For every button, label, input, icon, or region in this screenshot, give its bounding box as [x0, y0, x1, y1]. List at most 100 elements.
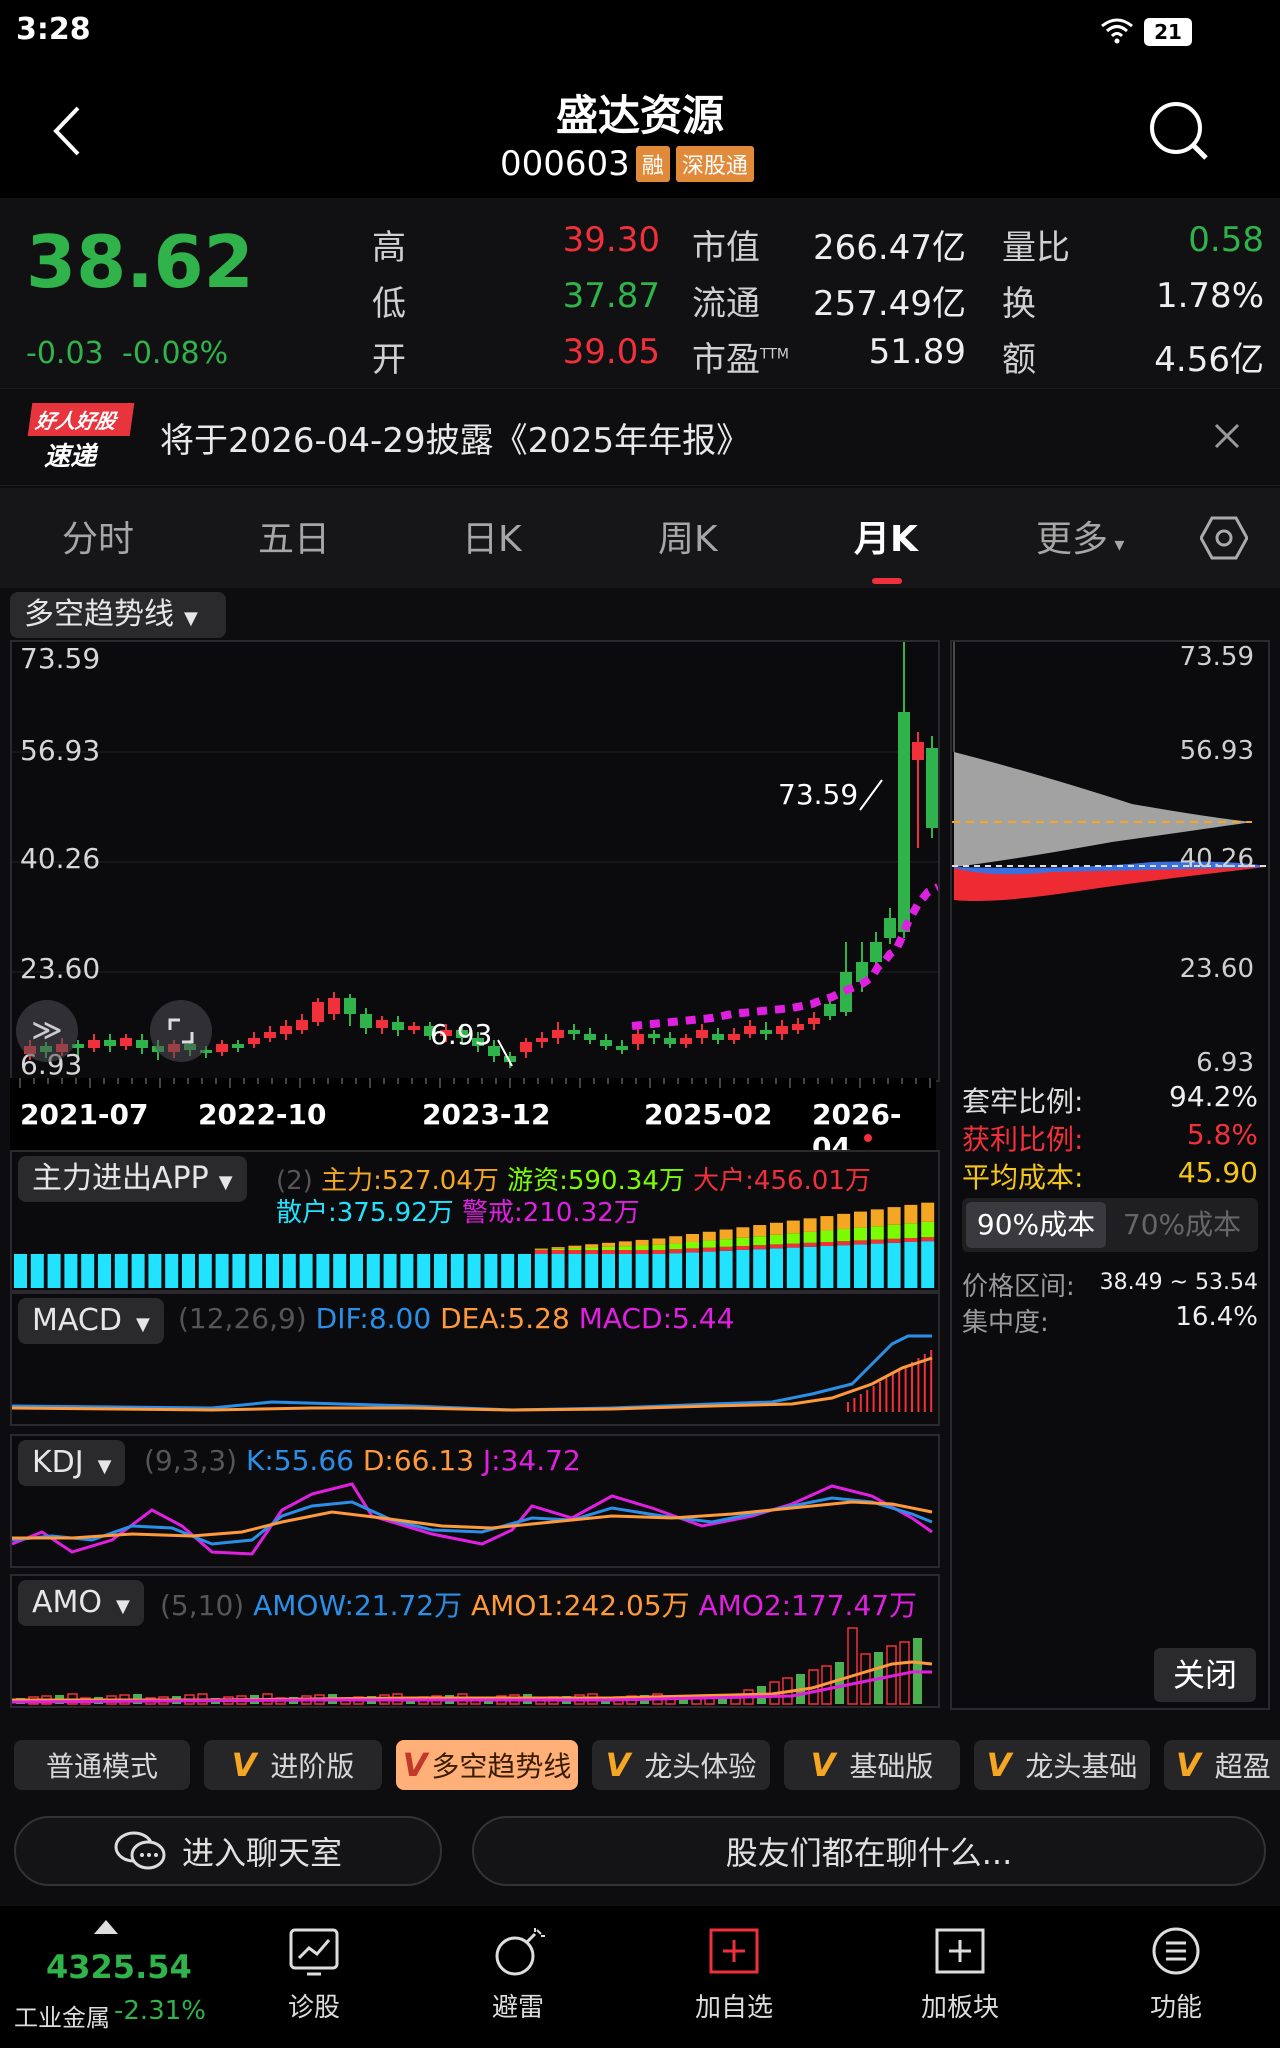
candle-body	[424, 1026, 436, 1036]
fund-flow-bar-big	[652, 1250, 666, 1254]
expand-left-icon[interactable]: ≫	[16, 1000, 78, 1062]
candle-body	[584, 1034, 596, 1040]
fund-flow-panel: 主力进出APP ▼ (2) 主力:527.04万 游资:590.34万 大户:45…	[10, 1150, 940, 1292]
kdj-selector[interactable]: KDJ ▼	[18, 1440, 126, 1486]
close-icon[interactable]	[1214, 423, 1240, 449]
tab-intraday[interactable]: 分时	[62, 519, 135, 560]
tab-weekly-k[interactable]: 周K	[658, 519, 718, 560]
candle-body	[232, 1044, 244, 1048]
fund-flow-bar-hot	[551, 1248, 565, 1250]
fullscreen-icon[interactable]	[150, 1000, 212, 1062]
tab-90-cost[interactable]: 90%成本	[966, 1202, 1106, 1248]
nav-add-watchlist[interactable]: 加自选	[674, 1926, 794, 2024]
tab-more[interactable]: 更多 ▾	[1036, 519, 1125, 560]
mode-super-profit-button[interactable]: V 超盈	[1164, 1740, 1280, 1790]
x-axis-label: 2026-04	[812, 1098, 902, 1164]
candle-body	[870, 942, 882, 962]
nav-diagnose[interactable]: 诊股	[254, 1926, 374, 2024]
settings-hexagon-icon[interactable]	[1200, 516, 1248, 560]
indicator-selector[interactable]: 多空趋势线 ▼	[10, 592, 226, 638]
nav-functions[interactable]: 功能	[1116, 1926, 1236, 2024]
fund-flow-bar-big	[551, 1250, 565, 1254]
index-name: 工业金属	[14, 2004, 110, 2032]
nav-add-sector[interactable]: 加板块	[900, 1926, 1020, 2024]
tab-monthly-k[interactable]: 月K	[854, 519, 918, 560]
fund-flow-bar-hot	[719, 1239, 733, 1247]
fund-flow-bar-retail	[114, 1254, 128, 1288]
fund-flow-selector[interactable]: 主力进出APP ▼	[18, 1156, 247, 1202]
fund-flow-bar-big	[820, 1242, 834, 1246]
fund-flow-bar-retail	[820, 1246, 834, 1288]
fund-flow-bar-main	[602, 1242, 615, 1247]
mode-leader-basic-button[interactable]: V 龙头基础	[974, 1740, 1150, 1790]
float-label: 流通	[692, 284, 760, 324]
mode-basic-button[interactable]: V 基础版	[784, 1740, 960, 1790]
fund-flow-bar-big	[887, 1238, 901, 1243]
fund-flow-bar-hot	[652, 1244, 666, 1250]
fund-flow-bar-retail	[350, 1254, 363, 1288]
index-value[interactable]: 4325.54	[46, 1948, 192, 1986]
mode-trend-line-button[interactable]: V 多空趋势线	[396, 1740, 578, 1790]
back-arrow-icon[interactable]	[50, 104, 84, 158]
fund-flow-bar-retail	[182, 1254, 195, 1288]
fund-flow-bar-hot	[803, 1231, 817, 1243]
fund-flow-bar-main	[753, 1225, 767, 1237]
fund-flow-bar-retail	[904, 1242, 918, 1288]
fund-flow-bar-retail	[98, 1254, 111, 1288]
fund-flow-bar-retail	[837, 1245, 851, 1288]
macd-selector[interactable]: MACD ▼	[18, 1298, 164, 1344]
candle-body	[376, 1020, 388, 1028]
low-annotation: 6.93	[430, 1018, 493, 1051]
wifi-icon	[1101, 18, 1133, 44]
fund-flow-bar-main	[551, 1247, 565, 1249]
bomb-icon	[495, 1928, 545, 1976]
candle-body	[104, 1040, 116, 1046]
fund-flow-bar-big	[618, 1250, 632, 1254]
tab-daily-k[interactable]: 日K	[462, 519, 522, 560]
x-axis-label: 2022-10	[198, 1098, 327, 1131]
pe-value: 51.89	[868, 332, 966, 372]
nav-avoid-risk[interactable]: 避雷	[458, 1926, 578, 2024]
mode-normal-button[interactable]: 普通模式	[14, 1740, 190, 1790]
candle-body	[912, 742, 924, 760]
tab-five-day[interactable]: 五日	[258, 519, 331, 560]
kdj-panel: KDJ ▼ (9,3,3) K:55.66 D:66.13 J:34.72	[10, 1434, 940, 1568]
fund-flow-bar-hot	[820, 1230, 834, 1242]
close-button[interactable]: 关闭	[1154, 1648, 1256, 1702]
candle-body	[568, 1030, 580, 1034]
candle-body	[72, 1044, 84, 1048]
fund-flow-bar-retail	[921, 1241, 935, 1288]
amo-selector[interactable]: AMO ▼	[18, 1580, 144, 1626]
fund-flow-bar-retail	[753, 1249, 767, 1288]
fund-flow-bar-retail	[282, 1254, 296, 1288]
candle-body	[408, 1026, 420, 1030]
candle-body	[776, 1026, 788, 1034]
notice-bar[interactable]: 好人好股 速递 将于2026-04-29披露《2025年年报》	[0, 388, 1280, 486]
kline-chart[interactable]: 73.59 56.93 40.26 23.60 6.93 73.59 6.93 …	[10, 640, 940, 1082]
concentration-row: 集中度: 16.4%	[962, 1302, 1258, 1338]
chat-bubbles-icon	[114, 1831, 166, 1870]
mode-leader-trial-button[interactable]: V 龙头体验	[592, 1740, 770, 1790]
chat-room-button[interactable]: 进入聊天室	[14, 1816, 442, 1886]
chat-prompt-input[interactable]: 股友们都在聊什么...	[472, 1816, 1266, 1886]
fund-flow-bar-retail	[870, 1243, 884, 1288]
kdj-legend: (9,3,3) K:55.66 D:66.13 J:34.72	[144, 1444, 581, 1477]
notice-text[interactable]: 将于2026-04-29披露《2025年年报》	[160, 421, 751, 461]
fund-flow-bar-big	[719, 1246, 733, 1251]
candle-body	[760, 1030, 772, 1034]
fund-flow-bar-retail	[686, 1252, 699, 1288]
high-label: 高	[372, 228, 406, 268]
tab-70-cost[interactable]: 70%成本	[1122, 1208, 1242, 1241]
candle-body	[280, 1026, 292, 1034]
fund-flow-bar-hot	[669, 1243, 683, 1250]
mode-advanced-button[interactable]: V 进阶版	[204, 1740, 382, 1790]
chip-y-label: 73.59	[1179, 642, 1254, 672]
fund-flow-bar-retail	[551, 1254, 565, 1288]
search-icon[interactable]	[1148, 100, 1210, 162]
amount-value[interactable]: 4.56亿	[1154, 340, 1264, 380]
fund-flow-bar-hot	[854, 1227, 867, 1241]
price-change-pct: -0.08%	[122, 336, 229, 371]
fund-flow-bar-big	[702, 1247, 716, 1252]
fund-flow-bar-big	[753, 1245, 767, 1250]
x-axis-label: 2021-07	[20, 1098, 149, 1131]
